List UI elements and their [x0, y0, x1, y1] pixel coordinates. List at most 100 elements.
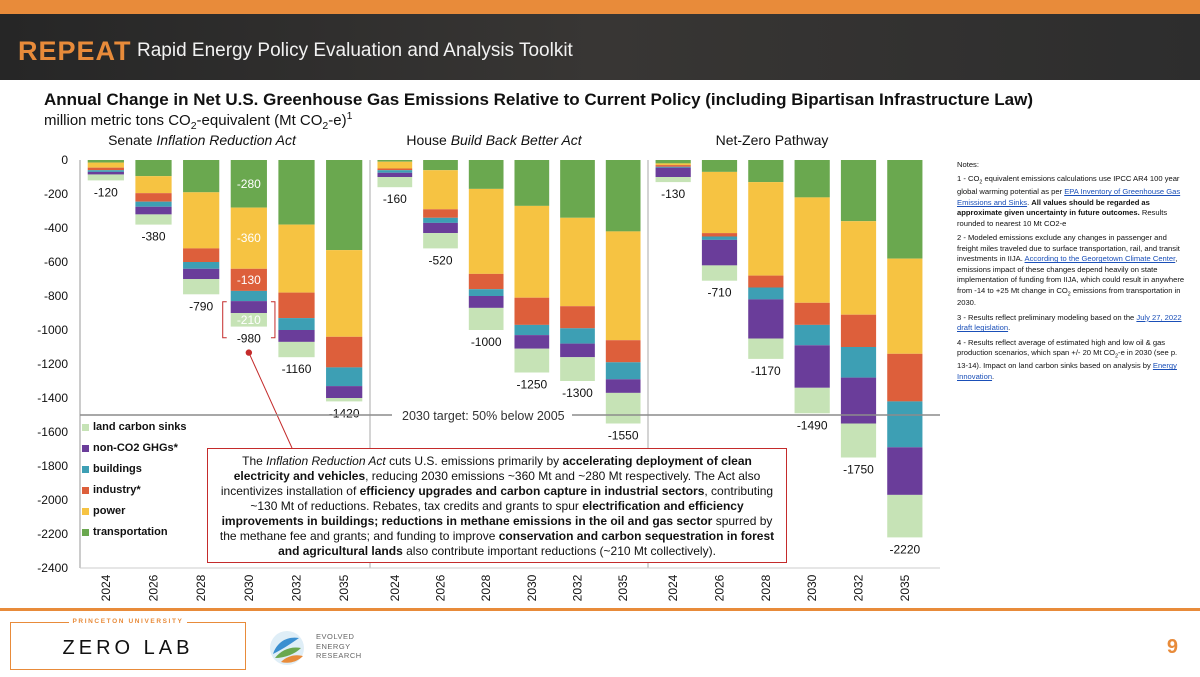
x-tick-label: 2026	[434, 574, 448, 601]
epa-inventory-link[interactable]: EPA Inventory of Greenhouse Gas Emission…	[957, 187, 1181, 207]
bar-total-label: -380	[141, 230, 165, 244]
segment-annotation: -210	[237, 313, 261, 327]
bar-segment-transportation	[514, 160, 550, 206]
bar-segment-transportation	[87, 160, 124, 163]
y-tick-label: -2400	[37, 561, 68, 575]
panel-title-house: House Build Back Better Act	[406, 132, 582, 148]
bar-total-label: -1170	[751, 364, 781, 378]
brand-logo: REPEAT	[18, 36, 132, 66]
bar-segment-transportation	[135, 160, 172, 177]
bar-segment-industry-	[794, 302, 830, 325]
legend-swatch	[82, 445, 89, 452]
x-tick-label: 2030	[242, 574, 256, 601]
draft-legislation-link[interactable]: July 27, 2022 draft legislation	[957, 312, 1182, 333]
bar-segment-land-carbon-sinks	[655, 177, 691, 183]
bar-total-label: -130	[661, 187, 685, 201]
bar-segment-power	[701, 171, 738, 234]
bar-total-label: -160	[383, 192, 407, 206]
bar-total-label: -120	[94, 185, 118, 199]
bar-segment-industry-	[701, 233, 738, 237]
bar-segment-industry-	[326, 336, 363, 368]
x-tick-label: 2030	[525, 574, 539, 601]
x-tick-label: 2024	[388, 574, 402, 601]
note-1: 1 - CO2 equivalent emissions calculation…	[957, 174, 1181, 228]
bar-segment-industry-	[183, 248, 220, 262]
bar-segment-land-carbon-sinks	[560, 357, 595, 381]
bar-segment-transportation	[560, 160, 595, 218]
y-tick-label: -1600	[37, 425, 68, 439]
bar-segment-industry-	[230, 268, 267, 291]
bar-segment-land-carbon-sinks	[377, 177, 413, 188]
bar-segment-industry-	[655, 165, 691, 167]
bar-segment-power	[278, 224, 315, 293]
legend-item: non-CO2 GHGs*	[82, 438, 187, 459]
note-3: 3 - Results reflect preliminary modeling…	[957, 312, 1182, 333]
y-tick-label: -600	[44, 255, 68, 269]
legend-swatch	[82, 466, 89, 473]
legend-swatch	[82, 529, 89, 536]
bar-segment-land-carbon-sinks	[87, 174, 124, 181]
bar-segment-buildings	[748, 287, 784, 300]
bar-total-label: -1250	[516, 378, 547, 392]
bar-total-label: -1420	[329, 406, 360, 420]
bar-segment-industry-	[468, 273, 504, 290]
bar-segment-transportation	[701, 160, 738, 172]
bar-segment-buildings	[87, 170, 124, 172]
georgetown-link[interactable]: According to the Georgetown Climate Cent…	[1024, 254, 1176, 264]
y-tick-label: -1800	[37, 459, 68, 473]
bar-total-label: -1160	[282, 362, 312, 376]
bar-segment-transportation	[655, 160, 691, 164]
x-tick-label: 2032	[852, 574, 866, 601]
bar-segment-industry-	[278, 292, 315, 319]
notes-panel: Notes: 1 - CO2 equivalent emissions calc…	[957, 160, 1185, 386]
bar-segment-transportation	[183, 160, 220, 193]
x-tick-label: 2026	[713, 574, 727, 601]
bar-segment-industry-	[560, 306, 595, 329]
top-accent-bar	[0, 0, 1200, 14]
bar-segment-transportation	[840, 160, 877, 222]
bar-segment-land-carbon-sinks	[514, 348, 550, 373]
x-tick-label: 2030	[805, 574, 819, 601]
bar-segment-buildings	[468, 289, 504, 296]
energy-innovation-link[interactable]: Energy Innovation	[957, 361, 1177, 381]
bar-total-label: -1550	[608, 429, 639, 443]
bar-segment-non-co2-ghgs-	[840, 377, 877, 424]
bar-total-label: -710	[707, 286, 731, 300]
bar-segment-industry-	[605, 340, 641, 363]
brand-subtitle: Rapid Energy Policy Evaluation and Analy…	[137, 40, 573, 61]
bar-segment-power	[748, 182, 784, 276]
y-tick-label: -1400	[37, 391, 68, 405]
chart-legend: land carbon sinks non-CO2 GHGs* buildings i…	[82, 417, 187, 543]
bar-segment-buildings	[278, 318, 315, 330]
y-tick-label: -200	[44, 187, 68, 201]
bar-segment-transportation	[423, 160, 458, 171]
bar-segment-land-carbon-sinks	[605, 392, 641, 424]
bar-segment-non-co2-ghgs-	[230, 301, 267, 313]
callout-connector-line	[248, 352, 293, 449]
bar-segment-land-carbon-sinks	[423, 233, 458, 249]
bar-segment-industry-	[748, 275, 784, 288]
bar-segment-land-carbon-sinks	[748, 338, 784, 359]
x-tick-label: 2032	[571, 574, 585, 601]
bar-segment-power	[655, 163, 691, 166]
chart-title: Annual Change in Net U.S. Greenhouse Gas…	[44, 90, 1034, 109]
annotation-bracket	[222, 301, 227, 339]
x-tick-label: 2028	[194, 574, 208, 601]
x-tick-label: 2024	[99, 574, 113, 601]
bar-segment-transportation	[748, 160, 784, 183]
bar-segment-land-carbon-sinks	[278, 341, 315, 358]
bar-segment-non-co2-ghgs-	[87, 171, 124, 175]
bar-segment-land-carbon-sinks	[701, 265, 738, 281]
legend-label: land carbon sinks	[93, 421, 187, 433]
y-tick-label: -2200	[37, 527, 68, 541]
bar-segment-power	[230, 207, 267, 269]
annotation-bracket	[270, 301, 276, 339]
bar-segment-non-co2-ghgs-	[423, 222, 458, 234]
bar-segment-buildings	[605, 362, 641, 380]
legend-label: transportation	[93, 526, 168, 538]
bar-segment-transportation	[326, 160, 363, 251]
legend-item: transportation	[82, 522, 187, 543]
bar-total-label: -790	[189, 299, 213, 313]
bar-segment-power	[605, 231, 641, 341]
x-tick-label: 2026	[147, 574, 161, 601]
